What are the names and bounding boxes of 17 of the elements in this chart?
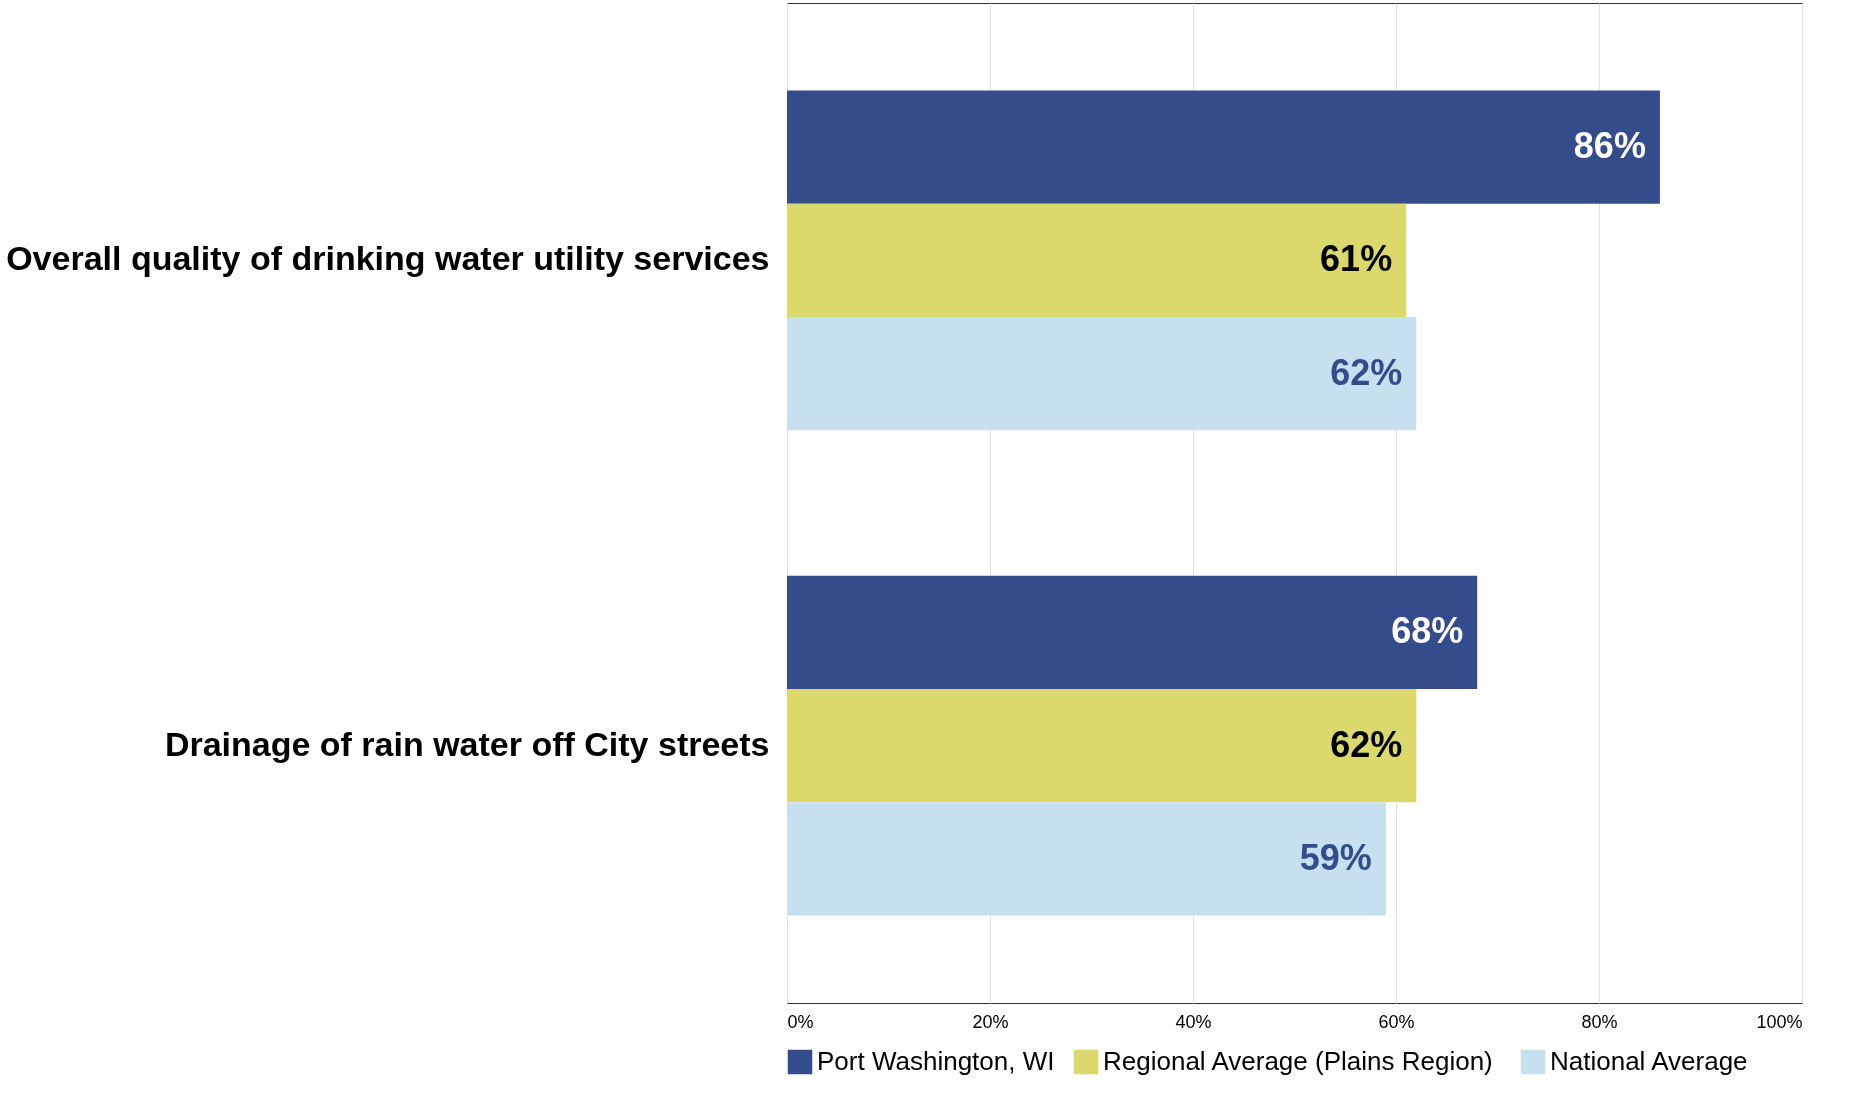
y-tick-label: Overall quality of drinking water utility services	[6, 239, 770, 278]
x-tick-label: 20%	[972, 1011, 1009, 1032]
data-label: 62%	[1330, 351, 1403, 393]
x-tick-label: 40%	[1175, 1011, 1212, 1032]
x-tick-label: 100%	[1756, 1011, 1803, 1032]
legend-label: Regional Average (Plains Region)	[1103, 1046, 1493, 1076]
data-label: 59%	[1299, 836, 1372, 878]
x-tick-label: 80%	[1581, 1011, 1618, 1032]
legend-label: National Average	[1550, 1046, 1748, 1076]
legend-label: Port Washington, WI	[817, 1046, 1055, 1076]
x-tick-label: 60%	[1378, 1011, 1415, 1032]
data-label: 61%	[1320, 238, 1393, 280]
data-label: 68%	[1391, 610, 1464, 652]
data-label: 62%	[1330, 723, 1403, 765]
y-tick-label: Drainage of rain water off City streets	[164, 724, 770, 763]
data-label: 86%	[1573, 125, 1646, 167]
x-tick-label: 0%	[787, 1011, 814, 1032]
